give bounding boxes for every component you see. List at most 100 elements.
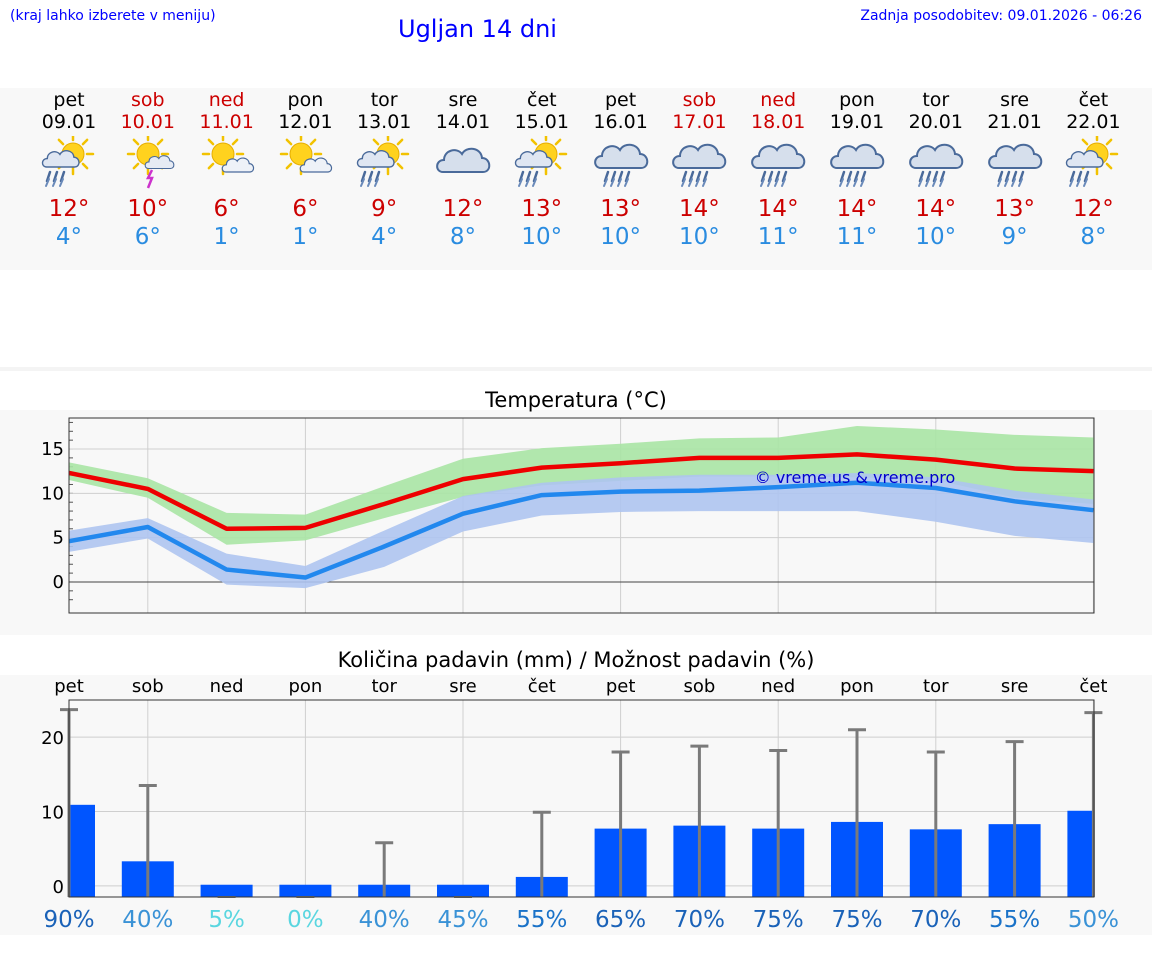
cloud-rain-icon bbox=[987, 143, 1042, 187]
max-temperature: 9° bbox=[371, 196, 398, 222]
max-temperature: 10° bbox=[127, 196, 169, 222]
x-tick-label: ned bbox=[761, 676, 795, 697]
day-forecast: čet 15.01 13° 10° bbox=[503, 88, 581, 251]
y-tick-label: 0 bbox=[53, 877, 64, 898]
y-tick-label: 10 bbox=[41, 483, 64, 504]
precip-bar bbox=[1067, 810, 1094, 897]
day-forecast: tor 20.01 14° 10° bbox=[897, 88, 975, 251]
day-name: pet bbox=[604, 89, 637, 111]
sun-cloud-icon bbox=[201, 136, 254, 176]
page-title: Ugljan 14 dni bbox=[398, 15, 557, 43]
max-temperature: 12° bbox=[442, 196, 484, 222]
min-temp-line bbox=[68, 480, 1094, 580]
precip-probability: 70% bbox=[674, 907, 725, 933]
precip-probability: 70% bbox=[910, 907, 961, 933]
x-tick-label: pon bbox=[288, 676, 322, 697]
sun-cloud-rain-icon bbox=[1066, 136, 1119, 187]
day-date: 19.01 bbox=[829, 111, 885, 133]
day-name: tor bbox=[370, 89, 398, 111]
day-date: 17.01 bbox=[672, 111, 727, 133]
day-forecast: sre 14.01 12° 8° bbox=[424, 88, 502, 251]
plot-frame bbox=[68, 417, 1095, 614]
y-tick-label: 0 bbox=[53, 572, 64, 593]
day-name: sre bbox=[448, 89, 478, 111]
max-temperature: 14° bbox=[836, 196, 878, 222]
min-temperature: 10° bbox=[915, 224, 957, 250]
day-name: tor bbox=[922, 89, 950, 111]
x-tick-label: pet bbox=[54, 676, 84, 697]
day-forecast: tor 13.01 9° 4° bbox=[345, 88, 423, 251]
plot-frame bbox=[68, 699, 1095, 898]
max-temperature: 12° bbox=[48, 196, 90, 222]
day-name: ned bbox=[760, 89, 797, 111]
max-temperature: 6° bbox=[213, 196, 240, 222]
day-forecast: pon 19.01 14° 11° bbox=[818, 88, 896, 251]
precip-probability: 55% bbox=[516, 907, 567, 933]
day-name: pon bbox=[287, 89, 324, 111]
day-name: ned bbox=[208, 89, 245, 111]
min-temperature: 8° bbox=[1080, 224, 1107, 250]
x-tick-label: tor bbox=[923, 676, 949, 697]
day-date: 11.01 bbox=[199, 111, 254, 133]
max-temperature: 13° bbox=[994, 196, 1035, 222]
min-temperature: 10° bbox=[679, 224, 720, 250]
max-temp-line bbox=[68, 452, 1094, 532]
temp-chart-title: Temperatura (°C) bbox=[485, 388, 667, 412]
max-temperature: 14° bbox=[679, 196, 720, 222]
day-forecast: sre 21.01 13° 9° bbox=[976, 88, 1054, 251]
cloud-rain-icon bbox=[672, 143, 727, 187]
location-menu-hint[interactable]: (kraj lahko izberete v meniju) bbox=[10, 8, 216, 24]
precip-probability: 50% bbox=[1068, 907, 1119, 933]
precip-probability: 75% bbox=[831, 907, 882, 933]
day-date: 10.01 bbox=[120, 111, 175, 133]
min-temperature: 6° bbox=[134, 224, 161, 250]
precip-probability: 0% bbox=[287, 907, 324, 933]
precip-probability: 90% bbox=[43, 907, 94, 933]
min-temperature: 10° bbox=[521, 224, 563, 250]
x-tick-label: čet bbox=[1079, 676, 1107, 697]
cloud-icon bbox=[436, 147, 491, 173]
day-date: 18.01 bbox=[750, 111, 806, 133]
last-updated: Zadnja posodobitev: 09.01.2026 - 06:26 bbox=[860, 8, 1142, 24]
min-temperature: 4° bbox=[55, 224, 83, 250]
day-forecast: pet 09.01 12° 4° bbox=[30, 88, 108, 251]
min-temperature: 4° bbox=[371, 224, 398, 250]
min-temperature: 10° bbox=[600, 224, 641, 250]
y-tick-label: 10 bbox=[41, 803, 64, 824]
precip-probability: 55% bbox=[989, 907, 1040, 933]
x-tick-label: sob bbox=[132, 676, 164, 697]
day-forecast: pet 16.01 13° 10° bbox=[582, 88, 660, 251]
x-tick-label: sre bbox=[449, 676, 476, 697]
precip-probability: 40% bbox=[359, 907, 410, 933]
day-forecast: sob 10.01 10° 6° bbox=[109, 88, 187, 251]
y-tick-label: 5 bbox=[53, 528, 64, 549]
day-date: 22.01 bbox=[1066, 111, 1121, 133]
max-temperature: 13° bbox=[521, 196, 563, 222]
precipitation-chart: 0 10 20 pet sob ned pon tor sre čet pet sob ned pon to… bbox=[41, 676, 1119, 933]
min-temperature: 8° bbox=[449, 224, 477, 250]
temperature-chart: 0 5 10 15 © vreme.us & vreme.pro bbox=[41, 417, 1095, 614]
day-forecast: ned 11.01 6° 1° bbox=[188, 88, 266, 251]
day-name: sob bbox=[131, 89, 165, 111]
day-name: čet bbox=[1078, 89, 1109, 111]
day-date: 21.01 bbox=[987, 111, 1042, 133]
min-temperature: 11° bbox=[757, 224, 799, 250]
x-tick-label: pon bbox=[840, 676, 874, 697]
cloud-rain-icon bbox=[593, 143, 648, 187]
y-tick-label: 20 bbox=[41, 728, 64, 749]
day-forecast: čet 22.01 12° 8° bbox=[1054, 88, 1132, 251]
divider bbox=[0, 367, 1152, 371]
sun-cloud-rain-icon bbox=[514, 136, 568, 187]
sun-cloud-rain-icon bbox=[356, 136, 410, 187]
x-tick-label: pet bbox=[606, 676, 636, 697]
day-date: 14.01 bbox=[435, 111, 491, 133]
x-tick-label: sre bbox=[1001, 676, 1028, 697]
max-temperature: 14° bbox=[757, 196, 799, 222]
day-date: 13.01 bbox=[356, 111, 412, 133]
day-forecast: pon 12.01 6° 1° bbox=[266, 88, 344, 251]
day-date: 15.01 bbox=[514, 111, 569, 133]
daily-forecast: pet 09.01 12° 4° sob 10.01 10° 6° ned 11.01 6° 1° po… bbox=[0, 88, 1152, 270]
x-tick-label: čet bbox=[528, 676, 556, 697]
day-name: pon bbox=[839, 89, 875, 111]
precip-probability: 40% bbox=[122, 907, 173, 933]
